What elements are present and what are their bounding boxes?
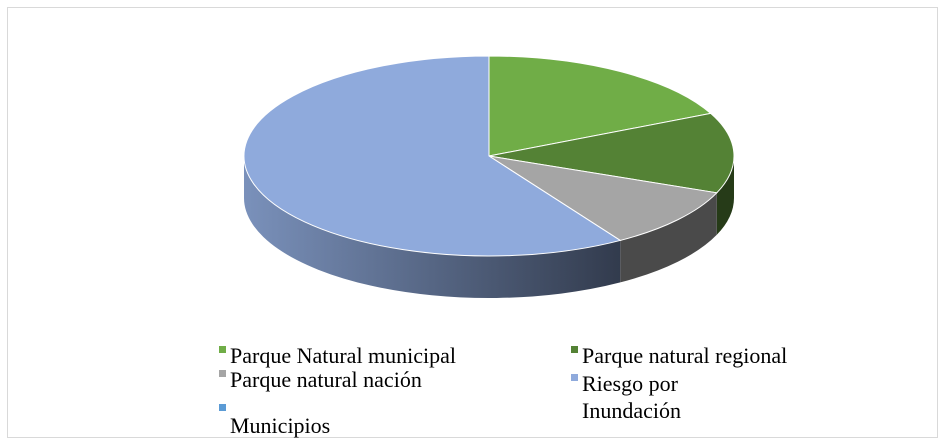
legend-label: Parque natural regional [582,343,788,368]
legend-swatch [571,374,578,381]
legend-label: Riesgo por Inundación [582,371,681,423]
legend-label: Municipios [230,413,331,438]
legend-item: Parque natural regional [571,342,901,369]
slice [488,55,712,157]
legend-swatch [571,346,578,353]
legend-swatch [219,346,226,353]
legend-item: Parque Natural municipal [219,342,559,369]
legend-label: Parque natural nación [230,367,422,392]
legend-item: Riesgo por Inundación [571,370,731,424]
chart [243,55,735,299]
slice-side [620,192,717,283]
chart-frame: Parque Natural municipal Parque natural r… [7,7,938,438]
legend-label: Parque Natural municipal [230,343,457,368]
legend-swatch [219,370,226,377]
slice [488,155,718,241]
legend-swatch [219,404,226,411]
slice-side [244,156,621,299]
legend-item: Parque natural nación [219,366,549,393]
legend-item: Municipios [219,400,549,439]
slice [243,55,622,257]
slice [488,112,735,194]
